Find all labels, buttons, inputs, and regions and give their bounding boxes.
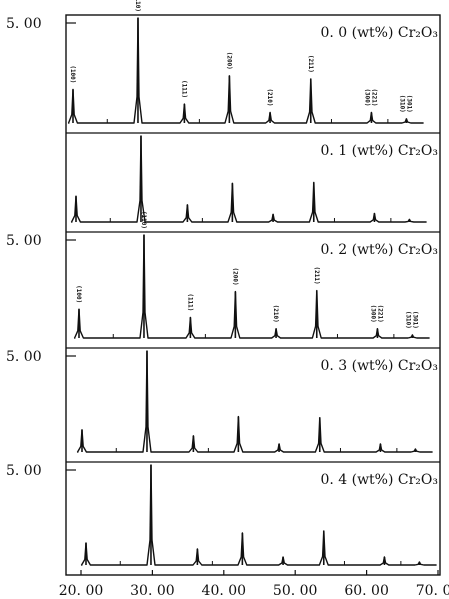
- peak-index-label: (111): [180, 80, 187, 98]
- series-label: 0. 0 (wt%) Cr₂O₃: [320, 25, 438, 41]
- peak-index-label: (100): [75, 285, 82, 303]
- peak-index-label: (301): [411, 311, 418, 329]
- y-tick-label: 5. 00: [6, 463, 42, 479]
- xrd-pattern-line: [67, 17, 424, 124]
- peak-index-label: (310): [398, 95, 405, 113]
- peak-index-label: (200): [225, 52, 232, 70]
- xrd-pattern-line: [80, 464, 437, 566]
- peak-index-label: (310): [404, 311, 411, 329]
- plot-frame: [65, 14, 441, 576]
- x-axis: 20. 00 30. 00 40. 00 50. 00 60. 00 70. 00: [59, 570, 449, 599]
- peak-index-label: (111): [186, 293, 193, 311]
- peak-index-label: (300): [363, 88, 370, 106]
- peak-index-label: (211): [313, 267, 320, 285]
- x-tick-label: 20. 00: [59, 583, 104, 599]
- peak-index-label: (100): [69, 65, 76, 83]
- y-tick-label: 5. 00: [6, 233, 42, 249]
- peak-index-label: (300): [369, 305, 376, 323]
- peak-index-label: (221): [370, 88, 377, 106]
- series-label: 0. 1 (wt%) Cr₂O₃: [320, 143, 438, 159]
- x-tick-label: 30. 00: [130, 583, 175, 599]
- peak-index-label: (110): [134, 0, 141, 12]
- peak-index-label: (221): [376, 305, 383, 323]
- series-label: 0. 4 (wt%) Cr₂O₃: [320, 472, 438, 488]
- x-tick-label: 40. 00: [202, 583, 247, 599]
- xrd-pattern-line: [76, 350, 433, 453]
- peak-index-label: (210): [272, 305, 279, 323]
- series-label: 0. 3 (wt%) Cr₂O₃: [320, 358, 438, 374]
- peak-index-label: (210): [266, 88, 273, 106]
- y-tick-label: 5. 00: [6, 16, 42, 32]
- peak-index-label: (110): [140, 211, 147, 229]
- xrd-pattern-line: [73, 234, 430, 339]
- series-label: 0. 2 (wt%) Cr₂O₃: [320, 242, 438, 258]
- peak-index-label: (200): [231, 268, 238, 286]
- peak-index-label: (211): [307, 55, 314, 73]
- peak-index-label: (301): [405, 95, 412, 113]
- xrd-pattern-line: [70, 135, 427, 223]
- x-tick-label: 60. 00: [344, 583, 389, 599]
- x-tick-label: 70. 00: [416, 583, 449, 599]
- x-tick-label: 50. 00: [273, 583, 318, 599]
- panels-group: 5. 00 0. 0 (wt%) Cr₂O₃ (100) (110) (111) (200…: [6, 0, 441, 576]
- y-tick-label: 5. 00: [6, 349, 42, 365]
